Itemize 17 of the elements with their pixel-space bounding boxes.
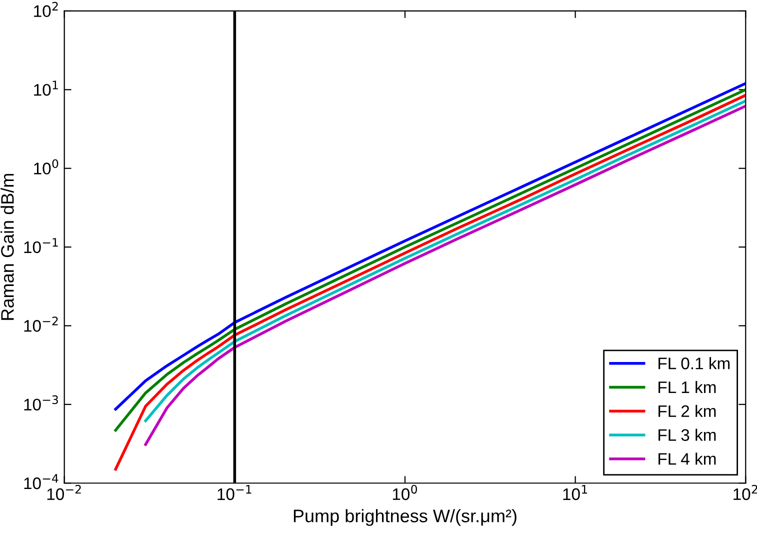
y-tick-label: 10$^{2}$ bbox=[34, 2, 58, 18]
y-tick-label: 10$^{0}$ bbox=[34, 159, 58, 174]
x-tick-label: 10$^{1}$ bbox=[563, 485, 588, 500]
x-tick-label: 10$^{0}$ bbox=[392, 484, 418, 500]
legend-label: FL 0.1 km bbox=[658, 357, 730, 370]
legend-label: FL 3 km bbox=[658, 428, 716, 441]
x-axis-title: Pump brightness W/(sr.μm²) bbox=[294, 509, 516, 526]
y-tick-label: 10$^{−3}$ bbox=[24, 395, 58, 411]
y-tick-label: 10$^{−1}$ bbox=[24, 238, 58, 254]
y-tick-label: 10$^{−2}$ bbox=[24, 316, 58, 332]
legend-label: FL 1 km bbox=[658, 380, 716, 394]
y-tick-label: 10$^{1}$ bbox=[34, 80, 58, 96]
x-tick-label: 10$^{2}$ bbox=[734, 484, 757, 500]
y-axis-title: Raman Gain dB/m bbox=[0, 174, 14, 320]
legend-label: FL 4 km bbox=[658, 452, 716, 465]
legend-label: FL 2 km bbox=[658, 404, 716, 417]
x-tick-label: 10$^{−1}$ bbox=[218, 485, 252, 500]
